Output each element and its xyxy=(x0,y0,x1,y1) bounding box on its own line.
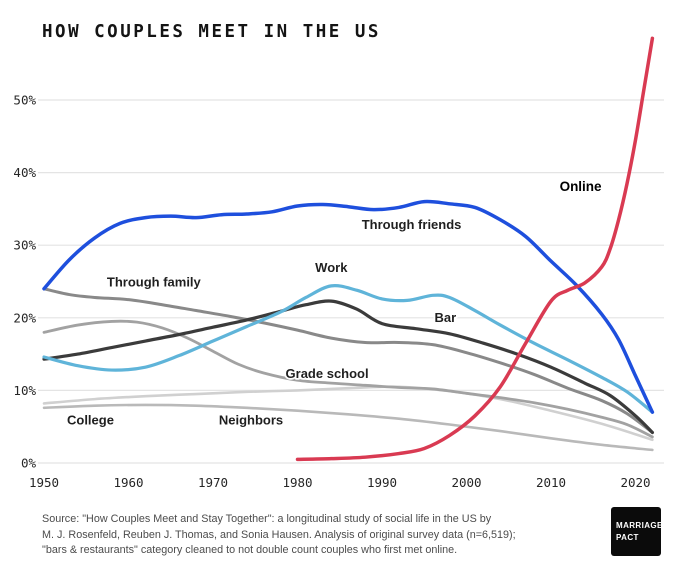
y-tick-label: 50% xyxy=(13,93,36,108)
logo-text-line: MARRIAGE xyxy=(616,520,663,530)
series-label-grade-school: Grade school xyxy=(286,366,369,381)
series-label-online: Online xyxy=(560,179,602,194)
marriage-pact-logo: MARRIAGE PACT xyxy=(611,507,663,556)
logo-text-line: PACT xyxy=(616,532,639,542)
x-tick-label: 2020 xyxy=(620,475,650,490)
x-tick-label: 1990 xyxy=(367,475,397,490)
series-label-work: Work xyxy=(315,260,348,275)
y-tick-label: 30% xyxy=(13,238,36,253)
series-line-grade-school xyxy=(42,319,654,439)
series-line-through-family xyxy=(42,287,654,435)
y-tick-label: 10% xyxy=(13,383,36,398)
x-tick-label: 1970 xyxy=(198,475,228,490)
y-tick-label: 20% xyxy=(13,310,36,325)
source-line: Source: "How Couples Meet and Stay Toget… xyxy=(42,513,492,525)
series-line-work xyxy=(42,284,654,414)
chart-title: HOW COUPLES MEET IN THE US xyxy=(42,22,381,42)
series-label-through-family: Through family xyxy=(107,275,202,290)
series-label-college: College xyxy=(67,413,114,428)
series-line-bar xyxy=(42,299,654,435)
y-tick-label: 40% xyxy=(13,165,36,180)
x-tick-label: 1960 xyxy=(113,475,143,490)
x-tick-label: 2000 xyxy=(451,475,481,490)
series-label-neighbors: Neighbors xyxy=(219,413,283,428)
series-label-through-friends: Through friends xyxy=(362,217,462,232)
series-line-online xyxy=(295,36,655,462)
source-line: M. J. Rosenfeld, Reuben J. Thomas, and S… xyxy=(42,528,516,541)
x-tick-label: 2010 xyxy=(536,475,566,490)
source-note: Source: "How Couples Meet and Stay Toget… xyxy=(42,512,602,559)
series-line-college xyxy=(42,385,654,442)
x-tick-label: 1950 xyxy=(29,475,59,490)
y-tick-label: 0% xyxy=(21,456,37,471)
series-line-neighbors xyxy=(42,403,654,452)
source-line: "bars & restaurants" category cleaned to… xyxy=(42,544,458,557)
x-tick-label: 1980 xyxy=(282,475,312,490)
series-label-bar: Bar xyxy=(435,310,457,325)
series-line-through-friends xyxy=(42,199,655,414)
